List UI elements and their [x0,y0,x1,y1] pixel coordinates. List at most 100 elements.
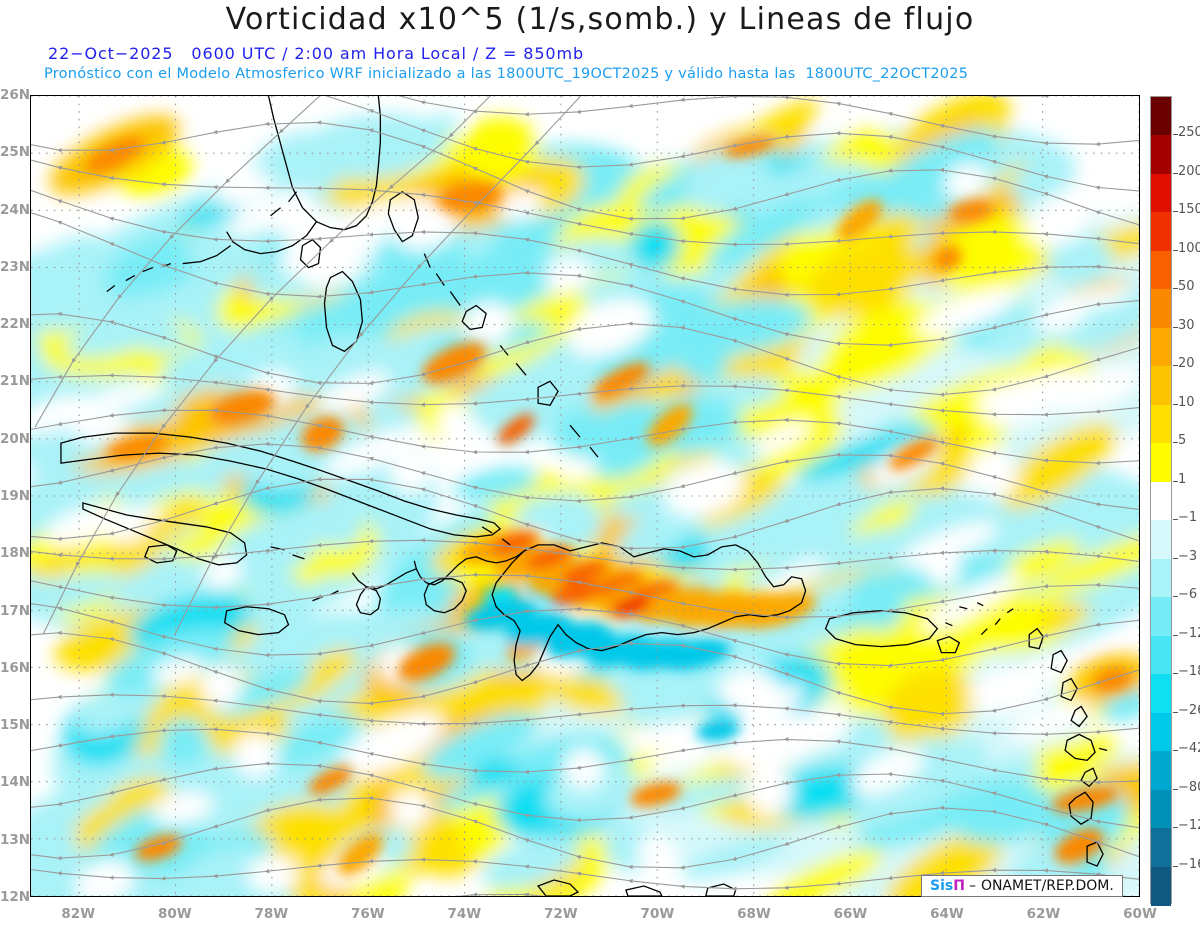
colorbar-band [1151,828,1171,868]
brand-pi-icon: Π [953,878,965,894]
colorbar-tick-label: −160 [1178,856,1200,872]
colorbar-tick-mark [1173,557,1178,559]
map-plot-area [30,95,1140,897]
longitude-label: 68W [737,906,771,922]
latitude-label: 20N [0,430,31,447]
colorbar-tick-label: −3 [1178,548,1198,564]
longitude-label: 82W [61,906,96,922]
latitude-label: 18N [0,545,31,562]
streamline [31,795,1139,870]
org-name: ONAMET/REP.DOM. [980,878,1114,894]
colorbar-band [1151,250,1171,290]
colorbar-tick-mark [1173,596,1178,598]
latitude-label: 14N [0,774,31,791]
colorbar-band [1151,789,1171,829]
colorbar-tick-mark [1173,519,1178,521]
latitude-label: 17N [0,602,31,619]
colorbar[interactable] [1150,96,1172,906]
colorbar-band [1151,481,1171,521]
colorbar-band [1151,212,1171,252]
colorbar-tick-label: −18 [1178,664,1200,680]
colorbar-tick-label: 100 [1178,240,1200,256]
org-dash: – [968,878,976,894]
vorticity-map-svg [31,96,1139,896]
colorbar-tick-mark [1173,827,1178,829]
colorbar-band [1151,289,1171,329]
latitude-label: 16N [0,659,31,676]
colorbar-tick-mark [1173,634,1178,636]
longitude-label: 80W [157,906,192,922]
colorbar-band [1151,751,1171,791]
colorbar-tick-label: −42 [1178,741,1200,757]
colorbar-tick-label: 20 [1178,356,1195,372]
latitude-label: 23N [0,258,31,275]
colorbar-tick-label: −6 [1178,587,1198,603]
colorbar-band [1151,404,1171,444]
latitude-label: 25N [0,144,31,161]
colorbar-tick-mark [1173,673,1178,675]
latitude-label: 15N [0,717,31,734]
colorbar-band [1151,443,1171,483]
vorticity-blob [1100,688,1139,722]
colorbar-tick-label: 50 [1178,279,1195,295]
colorbar-tick-mark [1173,442,1178,444]
longitude-label: 66W [833,906,868,922]
colorbar-band [1151,674,1171,714]
streamline [31,857,1139,892]
brand-name: Sis [930,878,954,894]
longitude-label: 78W [254,906,289,922]
colorbar-tick-label: 250 [1178,125,1200,141]
latitude-label: 13N [0,831,31,848]
chart-subtitle-model: Pronóstico con el Modelo Atmosferico WRF… [44,66,969,82]
colorbar-band [1151,866,1171,906]
vorticity-blob [1094,668,1132,692]
longitude-label: 64W [930,906,964,922]
streamline [34,96,321,428]
latitude-label: 12N [0,889,31,905]
colorbar-tick-mark [1173,365,1178,367]
colorbar-tick-mark [1173,788,1178,790]
streamlines [31,96,1139,896]
longitude-label: 70W [640,906,675,922]
colorbar-tick-mark [1173,326,1178,328]
longitude-label: 60W [1123,906,1157,922]
colorbar-tick-mark [1173,172,1178,174]
colorbar-tick-mark [1173,865,1178,867]
colorbar-band [1151,558,1171,598]
latitude-label: 21N [0,373,31,390]
colorbar-tick-label: 200 [1178,163,1200,179]
colorbar-tick-label: 1 [1178,471,1187,487]
colorbar-band [1151,366,1171,406]
colorbar-tick-label: −120 [1178,818,1200,834]
colorbar-tick-label: −80 [1178,779,1200,795]
colorbar-tick-label: 5 [1178,433,1187,449]
longitude-label: 72W [544,906,578,922]
colorbar-band [1151,97,1171,137]
longitude-label: 74W [447,906,482,922]
latitude-label: 22N [0,316,31,333]
colorbar-tick-label: 150 [1178,202,1200,218]
longitude-label: 76W [350,906,385,922]
chart-subtitle-run: 22−Oct−2025 0600 UTC / 2:00 am Hora Loca… [48,44,585,63]
colorbar-tick-mark [1173,711,1178,713]
colorbar-band [1151,520,1171,560]
colorbar-tick-label: −26 [1178,702,1200,718]
colorbar-band [1151,597,1171,637]
longitude-label: 62W [1026,906,1061,922]
colorbar-band [1151,135,1171,175]
colorbar-tick-label: −1 [1178,510,1198,526]
colorbar-band [1151,712,1171,752]
colorbar-band [1151,635,1171,675]
colorbar-tick-mark [1173,480,1178,482]
attribution-badge: Sis Π – ONAMET/REP.DOM. [921,875,1123,897]
colorbar-band [1151,173,1171,213]
colorbar-tick-mark [1173,134,1178,136]
colorbar-tick-mark [1173,249,1178,251]
colorbar-tick-label: 30 [1178,317,1195,333]
latitude-label: 19N [0,488,31,504]
colorbar-tick-mark [1173,750,1178,752]
latitude-label: 24N [0,201,31,218]
colorbar-band [1151,327,1171,367]
streamline [174,96,582,635]
